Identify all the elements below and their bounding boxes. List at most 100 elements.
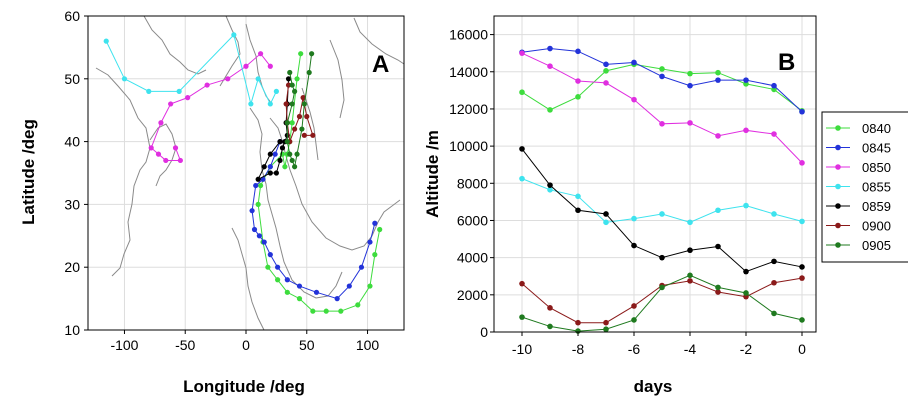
trajectory-point-0845 [275,264,281,270]
legend-label-0855: 0855 [862,180,891,195]
trajectory-point-0850 [243,63,249,69]
trajectory-point-0845 [358,264,365,270]
trajectory-point-0859 [277,157,283,164]
trajectory-point-0850 [267,63,273,69]
panel-a-trajectory-map: -100 -50 0 50 100 10 20 30 40 50 60 A Longitude /d… [19,8,405,396]
series-point-0855 [715,207,721,214]
trajectory-point-0859 [285,76,292,82]
series-point-0905 [687,272,693,279]
series-point-0840 [575,94,581,100]
series-point-0855 [631,215,637,222]
panel-a-trajectories [103,32,383,314]
panel-a-y-tick-label: 30 [64,196,80,212]
panel-b-x-tick-label: -10 [512,341,532,357]
panel-b-x-tick-label: 0 [798,341,806,357]
series-point-0845 [687,82,693,89]
trajectory-point-0905 [284,139,290,145]
series-point-0855 [603,219,609,226]
trajectory-point-0855 [255,76,261,82]
panel-b-x-tick-label: -4 [684,341,697,357]
trajectory-point-0855 [146,88,152,94]
trajectory-point-0850 [155,151,162,157]
trajectory-point-0859 [277,139,283,145]
trajectory-point-0850 [163,157,169,164]
trajectory-point-0900 [300,95,306,101]
trajectory-point-0855 [273,88,279,94]
panel-a-x-axis-title: Longitude /deg [183,377,305,396]
trajectory-point-0845 [251,226,258,233]
series-point-0859 [603,211,609,217]
series-point-0845 [771,82,777,89]
coastline [143,15,207,75]
series-point-0850 [631,96,637,103]
trajectory-point-0859 [255,176,261,182]
trajectory-point-0859 [267,151,273,157]
legend-label-0905: 0905 [862,238,891,253]
series-point-0905 [659,284,665,291]
series-point-0850 [575,78,581,84]
panel-b-y-tick-label: 0 [480,324,488,340]
panel-a-y-tick-label: 10 [64,322,80,338]
trajectory-line-0855 [105,33,277,106]
series-point-0859 [547,182,553,188]
series-point-0859 [743,268,749,275]
series-point-0850 [771,131,777,137]
trajectory-point-0855 [103,38,109,44]
coastline [249,107,343,299]
series-point-0850 [659,121,665,127]
trajectory-point-0900 [301,132,307,138]
series-point-0855 [575,193,581,200]
trajectory-point-0850 [148,145,154,151]
series-point-0859 [799,264,805,270]
trajectory-point-0850 [177,157,183,164]
series-point-0850 [603,80,609,86]
trajectory-point-0905 [299,126,305,132]
trajectory-point-0905 [309,51,315,57]
panel-a-x-tick-label: 0 [242,337,250,353]
trajectory-point-0905 [292,164,298,170]
series-point-0859 [575,207,581,214]
series-point-0905 [799,317,805,323]
trajectory-point-0840 [284,289,290,295]
trajectory-point-0845 [346,283,352,289]
series-point-0840 [547,107,553,113]
trajectory-point-0905 [306,69,312,76]
panel-a-x-tick-label: 100 [356,337,380,353]
series-point-0845 [603,61,609,68]
trajectory-point-0850 [257,51,264,57]
panel-a-x-tick-label: 50 [299,337,315,353]
series-point-0845 [631,59,637,66]
trajectory-point-0845 [267,252,273,258]
trajectory-point-0859 [279,145,286,151]
trajectory-point-0840 [296,296,303,302]
panel-b-y-tick-label: 12000 [449,101,488,117]
trajectory-point-0855 [121,76,128,82]
legend: 0840 0845 0850 0855 0859 0900 0905 [821,111,908,263]
legend-label-0900: 0900 [862,219,891,234]
series-point-0859 [659,254,665,261]
trajectory-point-0859 [261,164,267,170]
trajectory-point-0845 [372,220,378,226]
trajectory-point-0845 [261,239,267,245]
trajectory-line-0900 [285,85,314,142]
series-point-0859 [771,258,777,265]
trajectory-point-0905 [301,101,307,107]
series-point-0845 [547,45,553,52]
series-point-0855 [687,219,693,226]
panel-b-y-tick-label: 6000 [457,212,488,228]
series-point-0840 [659,66,665,72]
panel-b-y-tick-label: 4000 [457,250,488,266]
trajectory-point-0850 [168,101,174,107]
trajectory-point-0905 [292,88,298,94]
series-point-0845 [799,108,805,115]
trajectory-point-0850 [204,82,210,88]
trajectory-point-0855 [267,101,273,107]
trajectory-point-0845 [284,277,290,283]
trajectory-point-0845 [249,208,255,214]
trajectory-point-0900 [292,126,298,132]
trajectory-point-0905 [287,69,293,76]
series-point-0850 [547,63,553,69]
series-point-0900 [687,278,693,284]
legend-label-0840: 0840 [862,121,891,136]
series-point-0859 [687,247,693,254]
